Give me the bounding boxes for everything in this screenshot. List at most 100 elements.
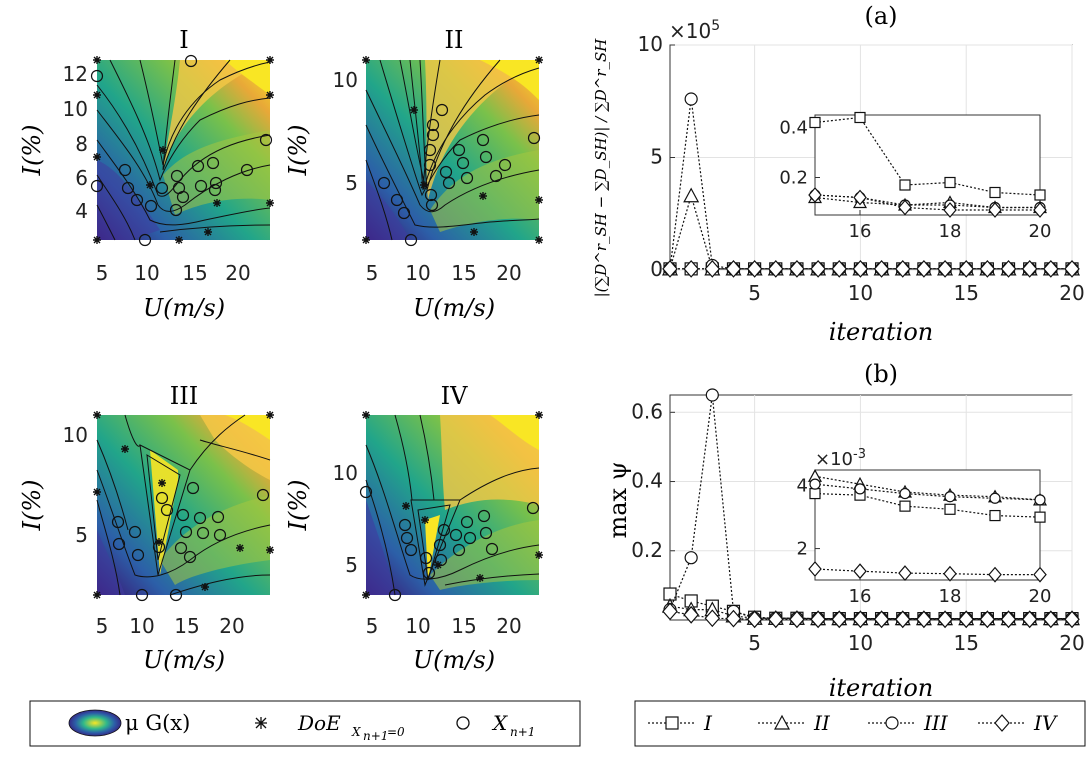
data-point-diamond <box>958 259 975 278</box>
x-tick-label: 10 <box>848 631 873 655</box>
data-point-diamond <box>683 259 699 278</box>
y-tick-label: 0.2 <box>631 538 663 562</box>
contour-bands <box>366 60 539 240</box>
data-point-diamond <box>943 202 957 218</box>
data-point-diamond <box>852 259 869 278</box>
data-point-diamond <box>808 187 822 203</box>
data-point-diamond <box>943 565 957 582</box>
inset-a: 16 18 20 0.2 0.4 <box>779 111 1052 242</box>
svg-text:5: 5 <box>75 523 88 547</box>
chart-title: (b) <box>864 360 898 388</box>
x-tick-label: 5 <box>748 281 761 305</box>
data-point-diamond <box>662 602 678 621</box>
data-point-diamond <box>1064 259 1080 278</box>
x-axis-label: iteration <box>829 318 934 346</box>
doe-star <box>204 228 212 236</box>
doe-star <box>121 445 129 453</box>
inset-frame <box>814 114 1041 216</box>
svg-text:5: 5 <box>96 261 109 285</box>
doe-star <box>266 199 274 207</box>
data-point-diamond <box>852 610 869 629</box>
doe-star <box>93 236 101 244</box>
y-axis-label: I(%) <box>284 124 312 176</box>
legend-doe-subscript: X <box>351 725 361 739</box>
data-point-diamond <box>916 259 932 278</box>
data-point-diamond <box>831 259 848 278</box>
x-axis-label: U(m/s) <box>143 646 225 674</box>
legend-new-subscript: n+1 <box>510 725 535 739</box>
data-point-diamond <box>894 259 911 278</box>
x-tick-label: 15 <box>953 281 978 305</box>
y-axis-label: I(%) <box>284 479 312 531</box>
svg-text:10: 10 <box>405 614 430 638</box>
svg-text:15: 15 <box>182 261 207 285</box>
doe-star <box>93 411 101 419</box>
series-I <box>809 111 1046 201</box>
doe-star <box>362 411 370 419</box>
y-tick-label: 5 <box>650 145 663 169</box>
data-point-square <box>899 179 911 191</box>
new-points <box>377 103 541 247</box>
doe-star <box>470 228 478 236</box>
doe-star <box>93 591 101 599</box>
chart-a: (a) ×105 |(∑D^r_SH − ∑D_SH)| / ∑D^r_SH i… <box>592 2 1085 346</box>
doe-star <box>402 502 410 510</box>
inset-frame <box>814 469 1041 581</box>
svg-text:10: 10 <box>405 261 430 285</box>
data-point-diamond <box>1043 610 1059 629</box>
data-point-square <box>899 500 911 512</box>
data-point-square <box>854 111 866 124</box>
svg-text:10: 10 <box>129 614 154 638</box>
data-point-diamond <box>988 566 1002 583</box>
data-point-diamond <box>767 610 784 629</box>
data-point-diamond <box>767 259 784 278</box>
data-point-square <box>944 176 956 189</box>
svg-text:10: 10 <box>63 97 88 121</box>
series-line <box>669 610 1072 620</box>
x-tick-label: 16 <box>849 586 872 607</box>
y-tick-label: 0.6 <box>631 399 663 423</box>
data-point-circle <box>684 92 698 106</box>
data-point-diamond <box>1064 610 1080 629</box>
data-point-diamond <box>810 259 826 278</box>
x-axis-label: U(m/s) <box>413 294 495 322</box>
x-tick-label: 16 <box>849 221 872 242</box>
x-ticks: 5 10 15 20 <box>96 614 245 638</box>
data-point-diamond <box>853 563 867 580</box>
series-legend: I II III IV <box>634 700 1086 747</box>
doe-star <box>362 591 370 599</box>
x-tick-label: 10 <box>848 281 873 305</box>
x-tick-label: 20 <box>1029 221 1052 242</box>
doe-points <box>362 411 543 599</box>
data-point-diamond <box>898 199 912 216</box>
data-point-diamond <box>873 610 890 629</box>
data-point-circle <box>944 491 956 503</box>
x-ticks: 5 10 15 20 <box>366 614 522 638</box>
doe-star <box>362 56 370 64</box>
y-axis-label: I(%) <box>18 124 46 176</box>
y-ticks: 10 5 <box>333 461 358 577</box>
doe-star <box>421 516 429 524</box>
doe-star <box>362 236 370 244</box>
doe-star <box>236 544 244 552</box>
panel-title: IV <box>441 382 468 410</box>
data-point-diamond <box>725 259 742 278</box>
y-tick-label: 0 <box>650 257 663 281</box>
data-point-diamond <box>937 610 953 629</box>
legend-label-I: I <box>703 711 713 735</box>
doe-star <box>158 479 166 487</box>
chart-b: (b) max ψ iteration 5 10 15 20 0.2 0.4 0.6 16 18… <box>604 360 1085 702</box>
new-point-circle-icon <box>456 716 470 730</box>
data-point-diamond <box>789 259 805 278</box>
inset-b: 16 18 20 2 4 ×10-3 <box>797 447 1052 607</box>
contour-lines <box>365 414 540 596</box>
panel-title: III <box>170 382 198 410</box>
x-tick-label: 18 <box>939 221 962 242</box>
data-point-circle <box>989 492 1001 504</box>
series-IV <box>808 561 1047 583</box>
data-point-square <box>809 116 821 129</box>
data-point-diamond <box>831 610 848 629</box>
doe-star <box>175 236 183 244</box>
data-point-diamond <box>988 202 1002 218</box>
